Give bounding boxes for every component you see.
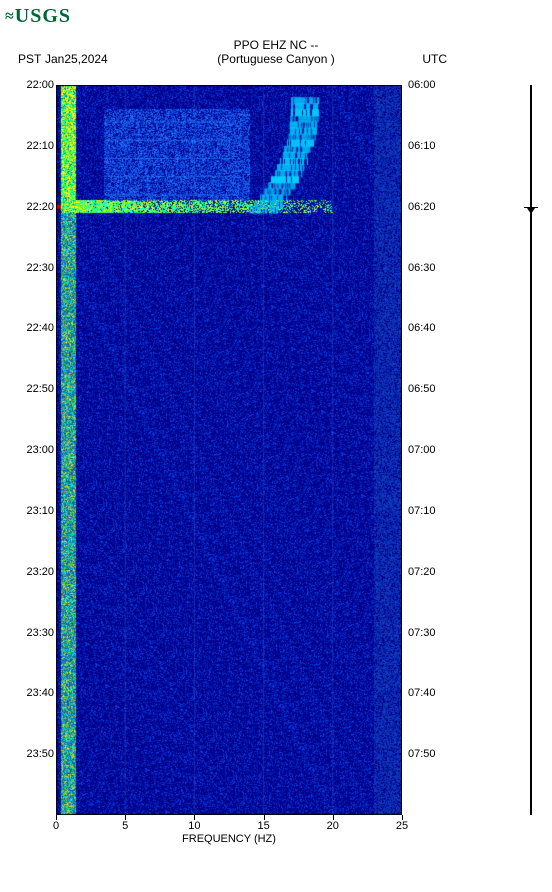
y-right-tick: 06:20 bbox=[408, 201, 448, 213]
y-left-tick: 23:40 bbox=[14, 687, 54, 699]
x-tick-label: 5 bbox=[122, 820, 128, 832]
header-line2: (Portuguese Canyon ) bbox=[0, 52, 552, 66]
header-line1: PPO EHZ NC -- bbox=[0, 38, 552, 52]
spectrogram-plot bbox=[56, 85, 402, 815]
y-left-tick: 23:10 bbox=[14, 505, 54, 517]
y-right-tick: 07:20 bbox=[408, 566, 448, 578]
y-right-tick: 07:50 bbox=[408, 748, 448, 760]
y-left-tick: 22:20 bbox=[14, 201, 54, 213]
x-tick-label: 25 bbox=[396, 820, 408, 832]
y-right-tick: 06:30 bbox=[408, 262, 448, 274]
x-tick-label: 0 bbox=[53, 820, 59, 832]
x-tick-label: 15 bbox=[257, 820, 269, 832]
y-axis-right-utc: 06:0006:1006:2006:3006:4006:5007:0007:10… bbox=[408, 85, 448, 815]
y-right-tick: 06:50 bbox=[408, 383, 448, 395]
y-left-tick: 23:20 bbox=[14, 566, 54, 578]
x-axis-frequency: FREQUENCY (HZ) 0510152025 bbox=[56, 820, 402, 850]
timeline-sidebar bbox=[530, 85, 532, 815]
y-left-tick: 22:30 bbox=[14, 262, 54, 274]
y-right-tick: 07:00 bbox=[408, 444, 448, 456]
y-left-tick: 23:00 bbox=[14, 444, 54, 456]
x-axis-title: FREQUENCY (HZ) bbox=[56, 833, 402, 845]
y-right-tick: 07:30 bbox=[408, 627, 448, 639]
x-tick-label: 20 bbox=[327, 820, 339, 832]
y-left-tick: 22:40 bbox=[14, 322, 54, 334]
y-axis-left-pst: 22:0022:1022:2022:3022:4022:5023:0023:10… bbox=[14, 85, 54, 815]
y-left-tick: 22:10 bbox=[14, 140, 54, 152]
y-right-tick: 06:10 bbox=[408, 140, 448, 152]
y-right-tick: 06:40 bbox=[408, 322, 448, 334]
x-tick-line bbox=[194, 815, 195, 820]
timeline-arrow-icon bbox=[527, 208, 535, 214]
x-tick-line bbox=[56, 815, 57, 820]
y-right-tick: 07:10 bbox=[408, 505, 448, 517]
y-left-tick: 23:50 bbox=[14, 748, 54, 760]
usgs-logo: ≈USGS bbox=[5, 5, 71, 28]
x-tick-label: 10 bbox=[188, 820, 200, 832]
y-left-tick: 23:30 bbox=[14, 627, 54, 639]
chart-header: PPO EHZ NC -- bbox=[0, 38, 552, 52]
y-right-tick: 07:40 bbox=[408, 687, 448, 699]
x-tick-line bbox=[402, 815, 403, 820]
y-left-tick: 22:50 bbox=[14, 383, 54, 395]
y-left-tick: 22:00 bbox=[14, 79, 54, 91]
x-tick-line bbox=[333, 815, 334, 820]
x-tick-line bbox=[264, 815, 265, 820]
spectrogram-canvas bbox=[56, 85, 402, 815]
logo-wave-icon: ≈ bbox=[5, 8, 15, 26]
logo-text: USGS bbox=[15, 5, 71, 27]
y-right-tick: 06:00 bbox=[408, 79, 448, 91]
x-tick-line bbox=[125, 815, 126, 820]
